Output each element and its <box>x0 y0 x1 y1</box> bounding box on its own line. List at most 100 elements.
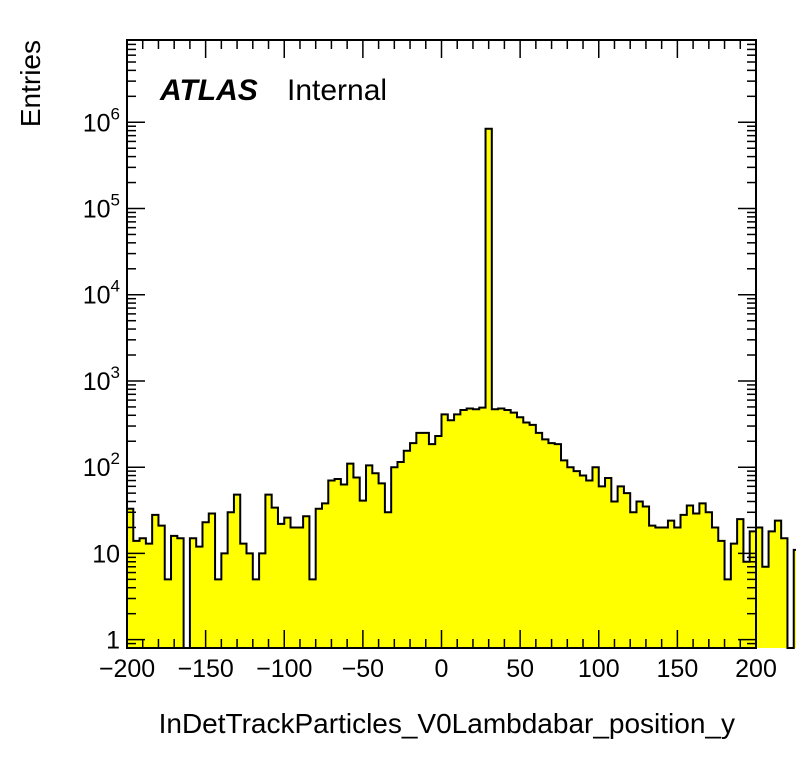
histogram-bin <box>366 465 373 648</box>
histogram-bin <box>321 503 329 648</box>
histogram-bin <box>259 553 266 648</box>
histogram-bin <box>233 494 241 648</box>
internal-label: Internal <box>287 74 387 107</box>
histogram-bin <box>623 493 631 648</box>
histogram-bin <box>491 409 499 648</box>
histogram-bin <box>793 549 796 648</box>
histogram-bin <box>133 540 140 648</box>
plot-frame <box>126 39 757 649</box>
histogram-bin <box>724 579 732 648</box>
histogram-bin <box>768 531 776 648</box>
histogram-bin <box>730 543 738 648</box>
histogram-bin <box>189 538 197 648</box>
histogram-bin <box>139 538 147 648</box>
histogram-bin <box>693 513 700 648</box>
histogram-bin <box>454 414 461 648</box>
histogram-bin <box>353 477 361 648</box>
histogram-bin <box>661 527 669 648</box>
histogram-bin <box>680 514 688 648</box>
histogram-bin <box>384 512 392 648</box>
x-tick-label: 200 <box>735 655 777 683</box>
histogram-bin <box>403 450 411 648</box>
histogram-bin <box>208 513 216 648</box>
histogram-bin <box>529 424 537 648</box>
y-tick-label: 106 <box>83 104 120 137</box>
histogram-bin <box>372 473 379 648</box>
atlas-label: ATLAS <box>159 74 258 107</box>
histogram-bin <box>246 553 254 648</box>
y-tick-label: 102 <box>83 449 120 482</box>
histogram-bin <box>630 512 637 648</box>
histogram-bin <box>227 512 235 648</box>
histogram-bin <box>598 486 606 648</box>
histogram-bin <box>667 520 675 648</box>
histogram-bin <box>303 516 310 648</box>
histogram-bin <box>605 477 612 648</box>
histogram-bin <box>177 538 185 648</box>
histogram-bin <box>315 508 323 648</box>
histogram-bin <box>284 517 291 648</box>
histogram-bin <box>561 460 568 648</box>
y-tick-label: 103 <box>83 363 120 396</box>
histogram-bin <box>774 520 782 648</box>
histogram-bin <box>472 409 480 648</box>
histogram-bin <box>655 527 663 648</box>
histogram-bin <box>781 538 788 648</box>
histogram-bin <box>649 525 656 648</box>
y-tick-label: 10 <box>92 540 120 568</box>
histogram-bin <box>642 506 650 648</box>
x-tick-label: −50 <box>342 655 384 683</box>
histogram-bin <box>737 519 744 648</box>
histogram-bin <box>171 535 178 648</box>
y-axis-title: Entries <box>15 40 46 127</box>
x-axis-title: InDetTrackParticles_V0Lambdabar_position… <box>159 708 735 739</box>
tick-labels: −200 −150 −100 −50 0 50 100 150 200 1 10 102 103 104 1… <box>83 104 777 683</box>
histogram-bin <box>359 500 367 648</box>
histogram-bin <box>592 467 600 648</box>
histogram-bin <box>196 546 203 648</box>
histogram-bin <box>309 579 317 648</box>
histogram-bin <box>397 461 405 648</box>
histogram-bin <box>441 414 449 648</box>
histogram-bin <box>410 443 417 648</box>
histogram-bin <box>636 501 644 648</box>
histogram-bin <box>674 527 681 648</box>
histogram-bin <box>460 410 468 648</box>
histogram-bin <box>428 444 436 648</box>
y-tick-label: 105 <box>83 191 120 224</box>
histogram-bin <box>378 483 386 648</box>
histogram-outline <box>127 127 796 649</box>
histogram-bin <box>296 527 304 648</box>
x-tick-label: 100 <box>578 655 620 683</box>
histogram-bin <box>290 527 298 648</box>
histogram-bin <box>516 417 524 648</box>
histogram-bin <box>567 467 574 648</box>
histogram-bin <box>510 412 518 648</box>
histogram-bin <box>554 444 562 648</box>
histogram-bin <box>535 432 543 648</box>
histogram-bin <box>485 128 493 649</box>
histogram-bin <box>699 503 707 648</box>
histogram-bin <box>749 531 757 648</box>
x-tick-label: −200 <box>99 655 155 683</box>
histogram-bin <box>586 480 593 648</box>
histogram-bin <box>158 525 166 648</box>
histogram-bin <box>479 407 486 648</box>
histogram-bin <box>743 561 751 648</box>
histogram-bin <box>756 527 763 648</box>
x-tick-label: 0 <box>435 655 449 683</box>
histogram-bin <box>548 443 556 648</box>
histogram-bin <box>573 471 581 648</box>
histogram-bin <box>334 478 342 648</box>
x-tick-label: 150 <box>657 655 699 683</box>
x-tick-label: −150 <box>177 655 233 683</box>
histogram-bin <box>498 408 505 648</box>
histogram-bin <box>762 566 769 648</box>
histogram-bin <box>447 420 455 648</box>
histogram-bin <box>145 543 153 648</box>
histogram-bin <box>215 579 222 648</box>
histogram-bin <box>416 432 424 648</box>
histogram-bin <box>271 507 279 648</box>
histogram-bin <box>127 508 134 648</box>
